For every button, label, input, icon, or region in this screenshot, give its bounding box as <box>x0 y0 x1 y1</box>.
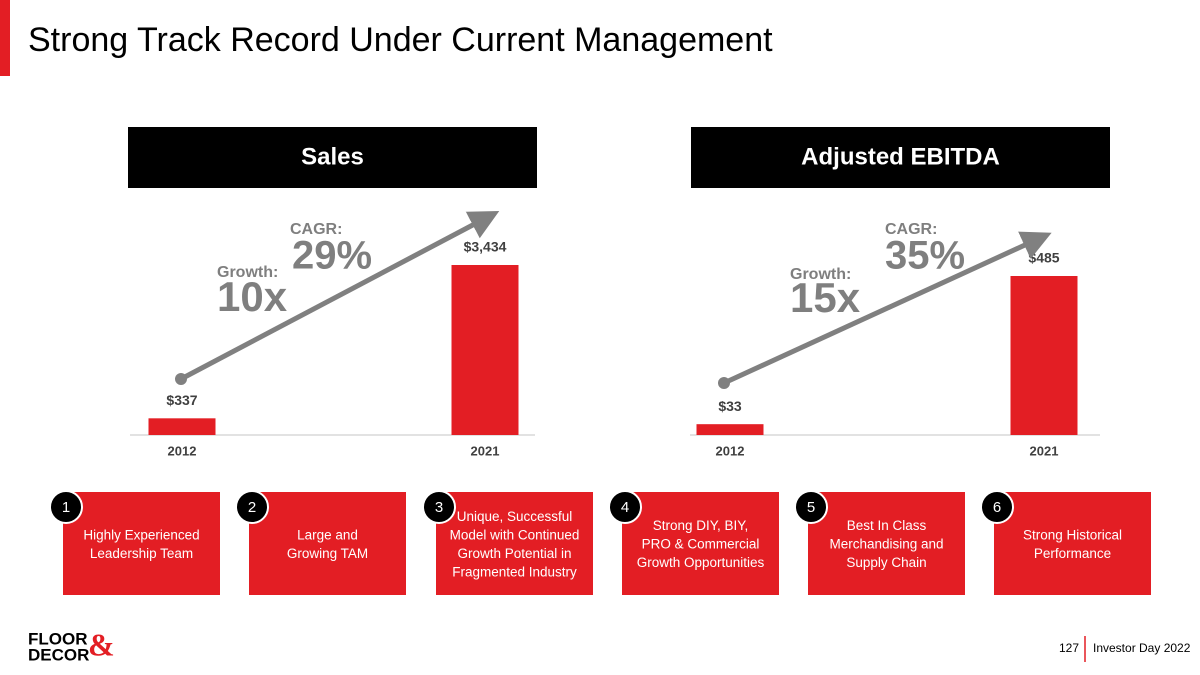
pillar-text: Strong Historical <box>1023 527 1122 542</box>
growth-label: Growth: <box>217 264 278 281</box>
pillar-text: PRO & Commercial <box>642 537 760 552</box>
pillar-number: 1 <box>62 499 70 516</box>
value-label: $337 <box>166 392 197 408</box>
accent-bar <box>0 0 10 76</box>
pillar-box <box>436 492 593 595</box>
pillar-number: 5 <box>807 499 815 516</box>
value-label: $3,434 <box>464 239 507 255</box>
cagr-value: 29% <box>292 234 372 278</box>
bar <box>696 424 764 435</box>
pillar-text: Fragmented Industry <box>452 564 577 579</box>
value-label: $33 <box>718 398 742 414</box>
growth-arrow <box>179 210 500 382</box>
chart-title: Adjusted EBITDA <box>801 143 1000 170</box>
pillar-box <box>808 492 965 595</box>
arrow-start <box>175 373 187 385</box>
pillar-text: Supply Chain <box>846 555 926 570</box>
growth-value: 15x <box>790 274 861 321</box>
pillar-text: Highly Experienced <box>83 527 199 542</box>
logo-top: FLOOR <box>28 629 88 648</box>
cagr-label: CAGR: <box>885 221 937 238</box>
pillar-text: Leadership Team <box>90 546 193 561</box>
value-label: $485 <box>1028 250 1059 266</box>
pillar-box <box>622 492 779 595</box>
pillar-badge <box>608 490 642 524</box>
pillar-number: 2 <box>248 499 256 516</box>
footer-event: Investor Day 2022 <box>1093 641 1191 655</box>
pillar-badge <box>794 490 828 524</box>
growth-arrow <box>722 231 1052 386</box>
growth-label: Growth: <box>790 266 851 283</box>
chart-header <box>691 127 1110 188</box>
pillar-text: Growth Opportunities <box>637 555 765 570</box>
pillar-badge <box>422 490 456 524</box>
pillar-text: Growth Potential in <box>457 546 571 561</box>
pillar-text: Large and <box>297 527 358 542</box>
bar <box>1010 276 1078 435</box>
pillar-box <box>63 492 220 595</box>
category-label: 2021 <box>1030 443 1059 458</box>
pillar-number: 3 <box>435 499 443 516</box>
slide-title: Strong Track Record Under Current Manage… <box>28 21 773 59</box>
category-label: 2021 <box>471 443 500 458</box>
pillar-number: 6 <box>993 499 1001 516</box>
pillar-box <box>994 492 1151 595</box>
category-label: 2012 <box>716 443 745 458</box>
chart-title: Sales <box>301 143 364 170</box>
cagr-label: CAGR: <box>290 221 342 238</box>
growth-value: 10x <box>217 273 288 320</box>
chart-header <box>128 127 537 188</box>
pillar-text: Strong DIY, BIY, <box>653 518 749 533</box>
pillar-text: Merchandising and <box>829 537 943 552</box>
pillar-text: Unique, Successful <box>457 509 573 524</box>
category-label: 2012 <box>168 443 197 458</box>
pillar-text: Performance <box>1034 546 1111 561</box>
pillar-text: Growing TAM <box>287 546 368 561</box>
page-number: 127 <box>1059 641 1079 655</box>
bar <box>148 418 216 435</box>
cagr-value: 35% <box>885 234 965 278</box>
bar <box>451 265 519 435</box>
pillar-badge <box>235 490 269 524</box>
pillar-box <box>249 492 406 595</box>
pillar-text: Best In Class <box>847 518 927 533</box>
pillar-text: Model with Continued <box>450 527 580 542</box>
logo-bottom: DECOR <box>28 645 89 664</box>
pillar-number: 4 <box>621 499 629 516</box>
arrow-start <box>718 377 730 389</box>
logo-amp: & <box>88 626 115 662</box>
pillar-badge <box>49 490 83 524</box>
pillar-badge <box>980 490 1014 524</box>
